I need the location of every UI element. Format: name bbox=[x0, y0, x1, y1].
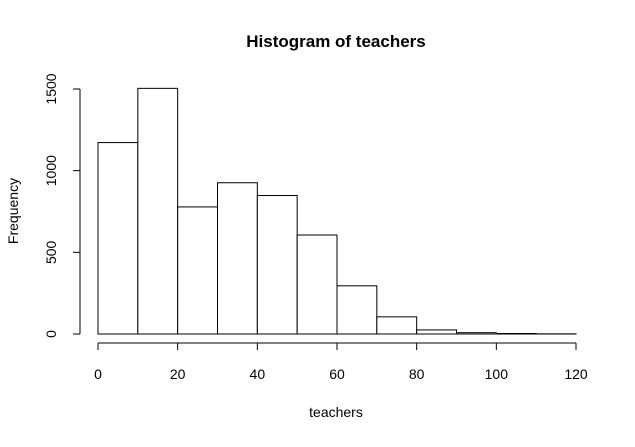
x-tick-label: 120 bbox=[564, 366, 588, 382]
histogram-bar bbox=[457, 333, 497, 334]
x-tick-label: 100 bbox=[485, 366, 509, 382]
histogram-bar bbox=[178, 207, 218, 334]
x-tick-label: 40 bbox=[250, 366, 266, 382]
bars-group bbox=[98, 88, 576, 334]
histogram-bar bbox=[377, 317, 417, 334]
histogram-bar bbox=[297, 235, 337, 334]
y-tick-label: 0 bbox=[43, 330, 59, 338]
chart-title: Histogram of teachers bbox=[246, 32, 426, 51]
histogram-bar bbox=[257, 195, 297, 334]
y-axis-label: Frequency bbox=[5, 178, 21, 244]
x-tick-label: 60 bbox=[329, 366, 345, 382]
histogram-bar bbox=[218, 183, 258, 334]
x-axis: 0 20 40 60 80 100 120 bbox=[94, 343, 588, 382]
x-tick-label: 20 bbox=[170, 366, 186, 382]
histogram-bar bbox=[337, 286, 377, 334]
y-tick-label: 1500 bbox=[43, 73, 59, 104]
y-tick-label: 1000 bbox=[43, 155, 59, 186]
x-tick-label: 0 bbox=[94, 366, 102, 382]
x-tick-label: 80 bbox=[409, 366, 425, 382]
histogram-bar bbox=[417, 330, 457, 334]
y-tick-label: 500 bbox=[43, 240, 59, 264]
histogram-bar bbox=[98, 143, 138, 334]
histogram-bar bbox=[138, 88, 178, 334]
x-axis-label: teachers bbox=[309, 404, 363, 420]
y-axis: 0 500 1000 1500 bbox=[43, 73, 80, 338]
